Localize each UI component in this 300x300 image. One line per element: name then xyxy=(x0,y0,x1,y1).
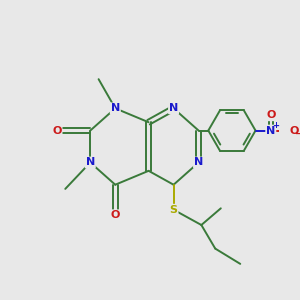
Text: N: N xyxy=(85,158,95,167)
Text: −: − xyxy=(295,129,300,139)
Text: S: S xyxy=(169,205,178,215)
Text: N: N xyxy=(194,158,203,167)
Text: N: N xyxy=(169,103,178,113)
Text: O: O xyxy=(290,126,299,136)
Text: O: O xyxy=(266,110,275,120)
Text: N: N xyxy=(111,103,120,113)
Text: N: N xyxy=(266,126,275,136)
Text: O: O xyxy=(52,126,62,136)
Text: O: O xyxy=(111,210,120,220)
Text: +: + xyxy=(272,121,279,130)
